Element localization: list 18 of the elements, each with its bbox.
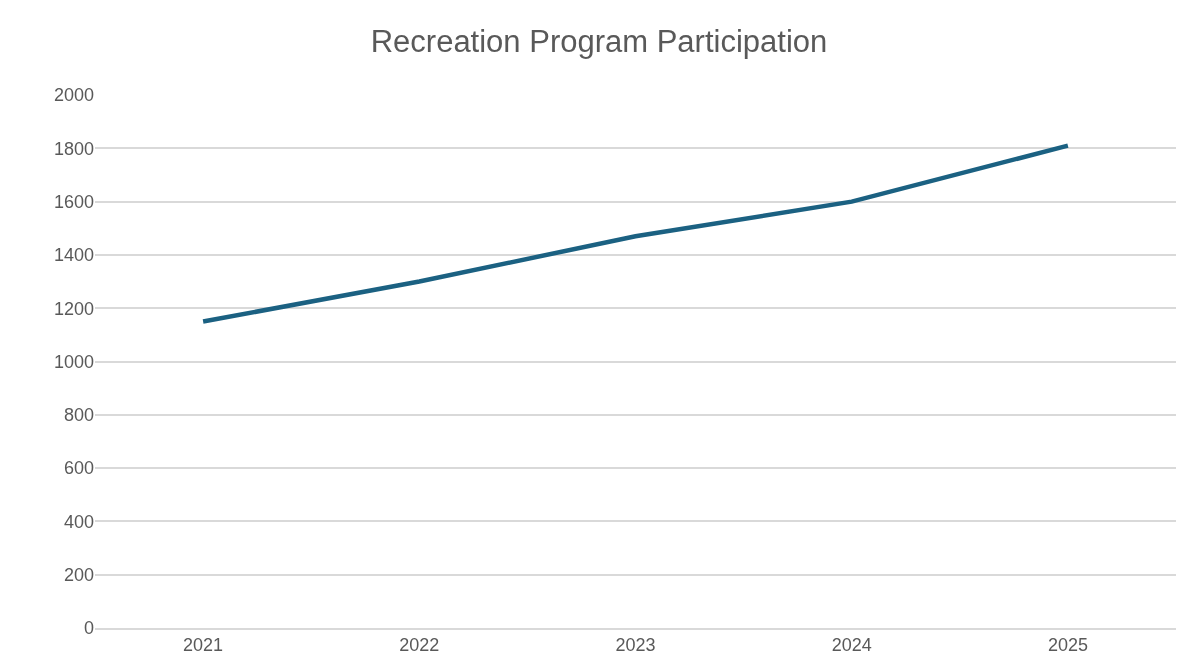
y-tick-label: 1800	[53, 138, 94, 159]
y-tick-label: 1000	[53, 351, 94, 372]
x-tick-label: 2024	[831, 635, 872, 656]
x-tick-label: 2023	[615, 635, 656, 656]
y-tick-label: 200	[63, 565, 94, 585]
y-tick-label: 1200	[53, 298, 94, 319]
y-tick-label: 400	[63, 511, 94, 532]
y-tick-label: 1600	[53, 191, 94, 212]
y-tick-label: 1400	[53, 245, 94, 266]
y-tick-label: 600	[63, 458, 94, 479]
chart-title: Recreation Program Participation	[370, 23, 828, 59]
x-tick-label: 2022	[399, 635, 440, 656]
y-tick-label: 0	[83, 618, 94, 639]
y-tick-label: 2000	[53, 85, 94, 106]
x-tick-label: 2025	[1047, 635, 1088, 656]
line-series	[200, 143, 1071, 324]
y-tick-label: 800	[63, 405, 94, 426]
x-tick-label: 2021	[183, 635, 224, 656]
